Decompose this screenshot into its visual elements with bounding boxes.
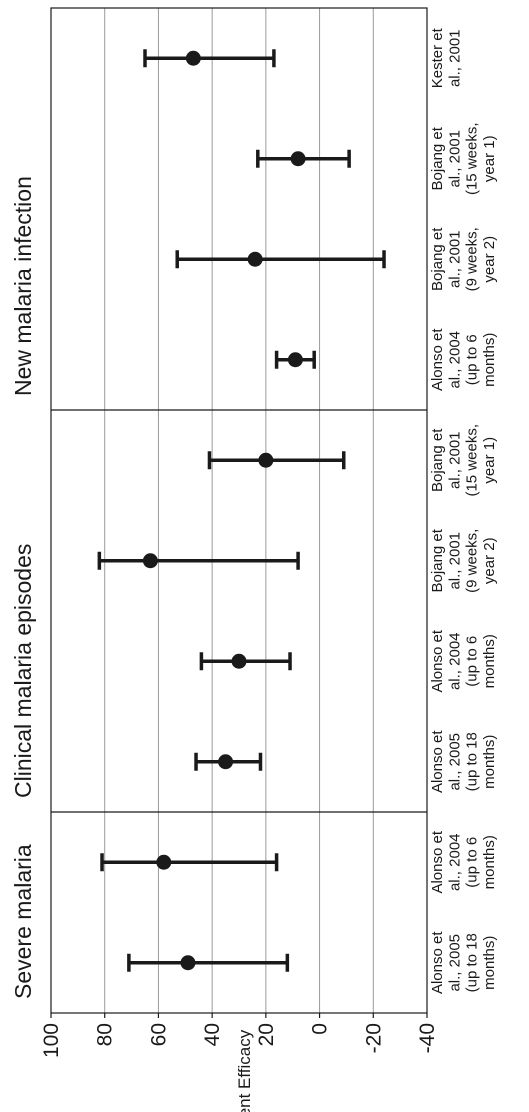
panel-title: Clinical malaria episodes xyxy=(10,544,36,798)
study-label-line: Alonso et xyxy=(429,931,446,994)
study-label-line: Kester et xyxy=(429,27,446,88)
study-label-line: (9 weeks, xyxy=(464,227,481,291)
study-label: Alonso etal., 2004(up to 6months) xyxy=(429,328,498,391)
study-label-line: year 1) xyxy=(481,135,498,182)
study-label-line: months) xyxy=(481,835,498,889)
tick-label: -40 xyxy=(416,1023,439,1053)
estimate-point xyxy=(247,251,263,267)
study-label-line: (up to 18 xyxy=(464,732,481,791)
study-label-line: (9 weeks, xyxy=(464,529,481,593)
estimate-point xyxy=(185,50,201,66)
study-label-line: months) xyxy=(481,333,498,387)
study-label-line: (up to 6 xyxy=(464,334,481,385)
estimate-point xyxy=(231,653,247,669)
estimate-point xyxy=(156,854,172,870)
study-label: Bojang etal., 2001(15 weeks,year 1) xyxy=(429,424,498,497)
tick-label: -20 xyxy=(362,1023,385,1053)
study-label: Alonso etal., 2004(up to 6months) xyxy=(429,629,498,692)
estimate-point xyxy=(218,754,234,770)
study-label-line: (up to 6 xyxy=(464,837,481,888)
y-axis-title: Percent Efficacy xyxy=(235,1029,254,1112)
estimate-point xyxy=(287,352,303,368)
study-label-line: (up to 6 xyxy=(464,636,481,687)
estimate-point xyxy=(142,553,158,569)
study-label-line: Alonso et xyxy=(429,730,446,793)
study-label-line: (15 weeks, xyxy=(464,122,481,195)
study-label-line: al., 2001 xyxy=(446,230,463,288)
study-label-line: (up to 18 xyxy=(464,933,481,992)
estimate-point xyxy=(290,151,306,167)
study-label: Alonso etal., 2005(up to 18months) xyxy=(429,931,498,994)
panel-title: Severe malaria xyxy=(10,844,36,999)
study-label-line: al., 2001 xyxy=(446,130,463,188)
study-label-line: Alonso et xyxy=(429,830,446,893)
tick-label: 20 xyxy=(255,1023,278,1046)
study-label-line: months) xyxy=(481,936,498,990)
study-label: Alonso etal., 2004(up to 6months) xyxy=(429,830,498,893)
study-label-line: al., 2004 xyxy=(446,632,463,690)
tick-label: 60 xyxy=(147,1023,170,1046)
tick-label: 100 xyxy=(40,1023,63,1058)
study-label-line: Bojang et xyxy=(429,227,446,291)
panel-title: New malaria infection xyxy=(10,176,36,396)
plot-frame xyxy=(50,7,428,1014)
estimate-point xyxy=(258,452,274,468)
study-label-line: Alonso et xyxy=(429,328,446,391)
study-label: Bojang etal., 2001(9 weeks,year 2) xyxy=(429,528,498,593)
study-label-line: months) xyxy=(481,735,498,789)
study-label-line: Bojang et xyxy=(429,528,446,592)
study-label: Bojang etal., 2001(9 weeks,year 2) xyxy=(429,227,498,292)
study-label-line: Bojang et xyxy=(429,428,446,492)
study-label: Alonso etal., 2005(up to 18months) xyxy=(429,730,498,793)
study-label-line: (15 weeks, xyxy=(464,424,481,497)
tick-label: 40 xyxy=(201,1023,224,1046)
study-label-line: year 1) xyxy=(481,437,498,484)
study-label-line: Bojang et xyxy=(429,126,446,190)
estimate-point xyxy=(180,955,196,971)
study-label-line: al., 2005 xyxy=(446,934,463,992)
tick-label: 0 xyxy=(309,1023,332,1035)
study-label-line: al., 2004 xyxy=(446,331,463,389)
study-label-line: Alonso et xyxy=(429,629,446,692)
study-label-line: al., 2005 xyxy=(446,733,463,791)
study-label: Bojang etal., 2001(15 weeks,year 1) xyxy=(429,122,498,195)
study-label-line: al., 2004 xyxy=(446,833,463,891)
study-label-line: months) xyxy=(481,634,498,688)
tick-label: 80 xyxy=(94,1023,117,1046)
study-label-line: al., 2001 xyxy=(446,532,463,590)
study-label: Kester etal., 2001 xyxy=(429,27,463,88)
study-label-line: year 2) xyxy=(481,537,498,584)
study-label-line: al., 2001 xyxy=(446,431,463,489)
study-label-line: year 2) xyxy=(481,236,498,283)
study-label-line: al., 2001 xyxy=(446,29,463,87)
